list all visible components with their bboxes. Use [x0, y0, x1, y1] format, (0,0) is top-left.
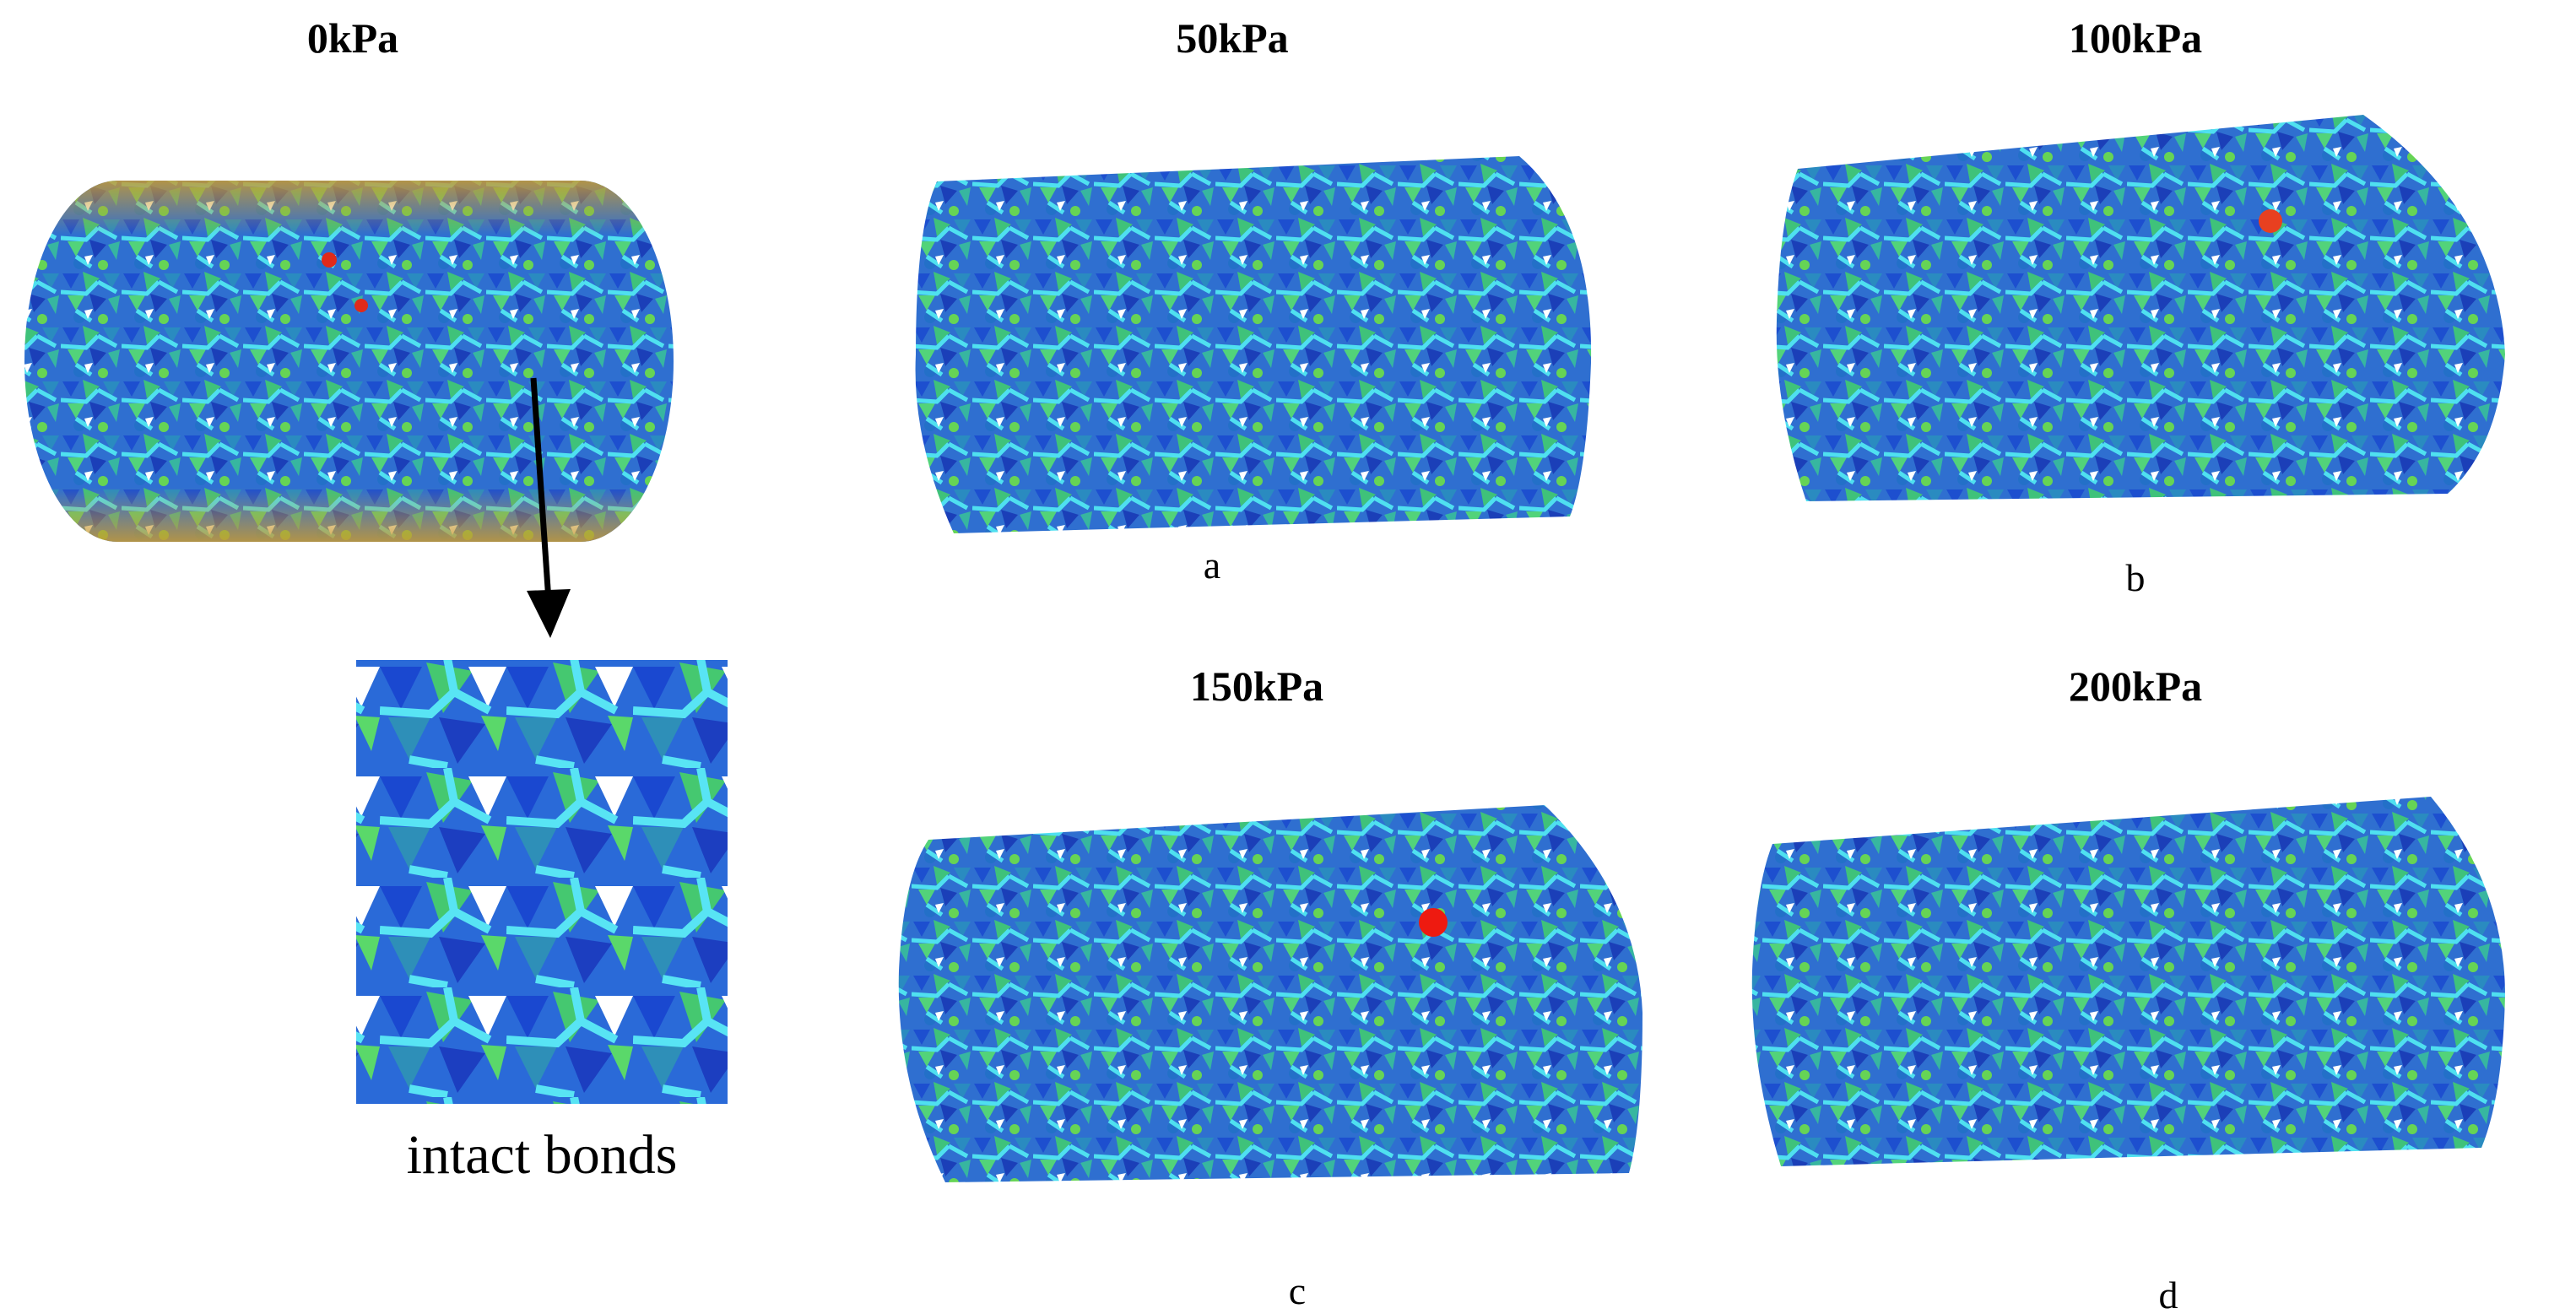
panel-title: 50kPa: [1176, 14, 1288, 62]
panel-label: d: [2159, 1273, 2178, 1314]
panel-title: 150kPa: [1190, 662, 1323, 710]
particle-cloud: [898, 805, 1642, 1182]
panel-title: 100kPa: [2069, 14, 2202, 62]
particle-cloud: [915, 156, 1592, 533]
panel-label: b: [2126, 556, 2146, 599]
inset-caption: intact bonds: [407, 1124, 678, 1186]
panel-title: 0kPa: [307, 14, 398, 62]
inset-image: [356, 660, 728, 1104]
particle-cloud: [1776, 115, 2505, 501]
particle-cylinder: [24, 181, 674, 542]
panel-label: c: [1289, 1269, 1306, 1312]
panel-label: a: [1204, 543, 1220, 587]
panel-title: 200kPa: [2069, 662, 2202, 710]
particle-cloud: [1751, 797, 2505, 1166]
arrow: [527, 377, 571, 638]
